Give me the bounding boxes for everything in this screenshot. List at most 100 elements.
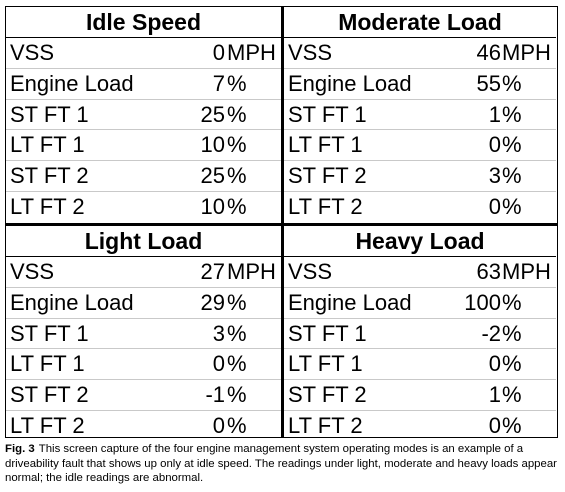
row-label: ST FT 2 [10,382,89,408]
table-row: ST FT 2 -1% [6,380,281,411]
row-label: Engine Load [288,289,412,315]
table-row: LT FT 2 0% [284,411,556,442]
row-label: LT FT 1 [10,351,85,377]
row-unit: % [502,289,522,315]
row-value: -1 [205,382,225,408]
row-unit: MPH [227,259,276,284]
horizontal-divider [6,223,557,226]
row-value: 25 [200,101,225,127]
row-value: 0 [212,40,225,65]
panel-light-load: Light Load VSS 27 MPH Engine Load 29% ST FT 1… [6,226,281,442]
row-label: LT FT 2 [288,412,363,438]
table-row: ST FT 1 -2% [284,319,556,350]
row-label: VSS [10,40,55,65]
row-unit: % [502,163,522,189]
row-unit: MPH [227,40,276,65]
table-row: ST FT 1 3% [6,319,281,350]
panel-idle-speed: Idle Speed VSS 0 MPH Engine Load 7% ST FT 1 25… [6,7,281,223]
table-row: ST FT 1 1% [284,100,556,131]
operating-modes-grid: Idle Speed VSS 0 MPH Engine Load 7% ST FT 1 25… [5,6,558,438]
row-label: LT FT 1 [288,132,363,158]
row-value: 55 [476,70,501,96]
row-value: 100 [464,289,501,315]
row-value: 0 [488,193,501,219]
table-row: LT FT 2 0% [6,411,281,442]
table-row: LT FT 2 0% [284,192,556,223]
row-unit: % [227,163,247,189]
row-value: -2 [481,320,501,346]
row-unit: MPH [502,40,551,65]
table-row: VSS 63 MPH [284,257,556,288]
row-value: 10 [200,193,225,219]
row-value: 63 [476,259,501,284]
row-value: 10 [200,132,225,158]
row-unit: % [227,132,247,158]
panel-title: Idle Speed [6,7,281,38]
panel-title: Light Load [6,226,281,257]
row-value: 27 [200,259,225,284]
table-row: LT FT 1 0% [284,349,556,381]
figure-caption: Fig. 3 This screen capture of the four en… [5,442,558,486]
table-row: Engine Load 55% [284,69,556,100]
table-row: VSS 46 MPH [284,38,556,69]
row-value: 7 [212,70,225,96]
row-label: LT FT 1 [288,351,363,377]
table-row: Engine Load 29% [6,288,281,319]
panel-heavy-load: Heavy Load VSS 63 MPH Engine Load 100% ST FT … [284,226,556,442]
row-label: VSS [10,259,55,284]
panel-title: Moderate Load [284,7,556,38]
vertical-divider [281,7,284,437]
row-label: ST FT 1 [288,101,367,127]
row-unit: % [227,382,247,408]
row-value: 0 [488,351,501,377]
figure-label: Fig. 3 [5,443,35,455]
row-label: LT FT 2 [288,193,363,219]
row-value: 0 [212,412,225,438]
row-label: LT FT 2 [10,412,85,438]
table-row: Engine Load 7% [6,69,281,100]
row-unit: % [227,412,247,438]
row-label: Engine Load [10,70,134,96]
row-value: 46 [476,40,501,65]
row-value: 1 [488,382,501,408]
table-row: Engine Load 100% [284,288,556,319]
row-label: VSS [288,259,333,284]
row-value: 1 [488,101,501,127]
table-row: ST FT 2 1% [284,380,556,411]
caption-text: This screen capture of the four engine m… [5,443,557,484]
row-value: 0 [212,351,225,377]
row-label: ST FT 1 [288,320,367,346]
row-unit: % [227,70,247,96]
row-label: ST FT 2 [288,163,367,189]
table-row: ST FT 2 3% [284,161,556,192]
row-value: 3 [488,163,501,189]
row-unit: % [502,193,522,219]
row-label: LT FT 1 [10,132,85,158]
table-row: LT FT 2 10% [6,192,281,223]
row-unit: MPH [502,259,551,284]
row-label: VSS [288,40,333,65]
table-row: ST FT 2 25% [6,161,281,192]
panel-moderate-load: Moderate Load VSS 46 MPH Engine Load 55% ST F… [284,7,556,223]
row-unit: % [502,320,522,346]
row-unit: % [502,412,522,438]
row-label: Engine Load [10,289,134,315]
row-unit: % [502,382,522,408]
row-value: 0 [488,412,501,438]
row-label: LT FT 2 [10,193,85,219]
row-unit: % [227,193,247,219]
row-label: Engine Load [288,70,412,96]
table-row: LT FT 1 0% [6,349,281,381]
table-row: ST FT 1 25% [6,100,281,131]
row-unit: % [502,70,522,96]
row-unit: % [227,351,247,377]
row-value: 0 [488,132,501,158]
row-unit: % [227,101,247,127]
row-unit: % [227,289,247,315]
row-value: 3 [212,320,225,346]
row-value: 25 [200,163,225,189]
row-label: ST FT 1 [10,320,89,346]
table-row: LT FT 1 0% [284,130,556,162]
row-unit: % [502,101,522,127]
row-label: ST FT 2 [288,382,367,408]
